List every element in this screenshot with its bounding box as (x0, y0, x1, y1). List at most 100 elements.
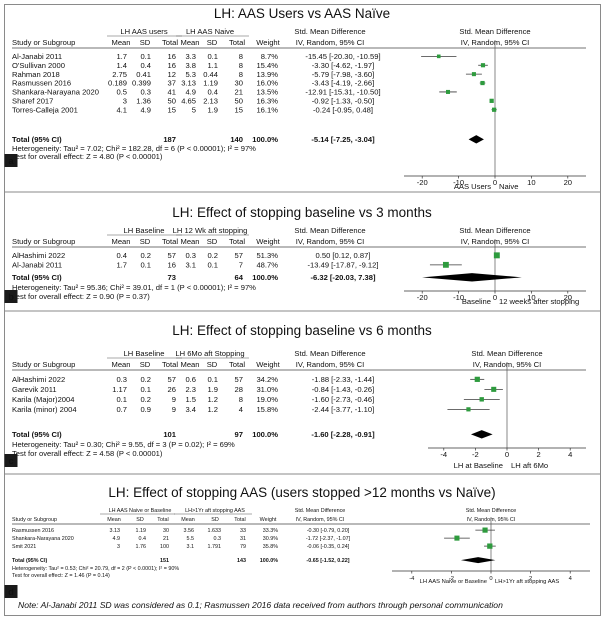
panel-label-letter: b (8, 292, 14, 303)
total1-sum: 73 (168, 273, 176, 282)
mean1-value: 2.75 (112, 70, 127, 79)
overall-effect-test: Test for overall effect: Z = 0.90 (P = 0… (12, 292, 150, 301)
study-name: Al-Janabi 2011 (12, 261, 62, 270)
mean2-value: 4.65 (181, 97, 196, 106)
col-sd2-header: SD (207, 38, 218, 47)
study-name: Karila (minor) 2004 (12, 405, 77, 414)
axis-left-label: AAS Users (454, 182, 491, 191)
study-row: AlHashimi 2022 0.3 0.2 57 0.6 0.1 57 34.2% -1.88… (12, 375, 485, 384)
study-estimate-square (474, 376, 480, 382)
total1-value: 100 (160, 544, 169, 550)
sd2-value: 1.9 (207, 105, 218, 114)
total1-value: 50 (168, 97, 176, 106)
plot-header: Std. Mean Difference (459, 27, 530, 36)
study-row: Torres-Calleja 2001 4.1 4.9 15 5 1.9 15 16.1% -0… (12, 105, 497, 114)
col-sd2-header: SD (207, 360, 218, 369)
plot-header: Std. Mean Difference (471, 349, 542, 358)
panel-label-letter: d (8, 587, 14, 598)
pooled-estimate-diamond (470, 430, 493, 439)
mean1-value: 0.7 (116, 405, 127, 414)
total1-value: 37 (168, 79, 176, 88)
ci-value: -2.44 [-3.77, -1.10] (312, 405, 374, 414)
ci-value: -3.43 [-4.19, -2.66] (312, 79, 374, 88)
mean1-value: 0.189 (108, 79, 127, 88)
total2-value: 50 (235, 97, 243, 106)
study-estimate-square (466, 407, 471, 412)
sd1-value: 0.2 (140, 375, 151, 384)
x-tick-label: 2 (536, 450, 540, 459)
total2-sum: 143 (237, 558, 246, 564)
total-weight: 100.0% (252, 430, 278, 439)
mean2-value: 3.56 (184, 528, 195, 534)
axis-left-label: LH at Baseline (454, 461, 503, 470)
effect-header: Std. Mean Difference (294, 27, 365, 36)
study-estimate-square (491, 386, 497, 392)
mean2-value: 3.1 (187, 544, 195, 550)
sd2-value: 0.4 (207, 88, 218, 97)
x-tick-label: 0 (489, 576, 492, 582)
mean2-value: 0.3 (185, 251, 196, 260)
total2-value: 4 (239, 405, 243, 414)
col-mean2-header: Mean (181, 38, 200, 47)
group1-header: LH Baseline (124, 349, 165, 358)
study-row: Garevik 2011 1.17 0.1 26 2.3 1.9 28 31.0% -0.84 … (12, 385, 503, 394)
sd1-value: 1.19 (136, 528, 147, 534)
ci-value: -13.49 [-17.87, -9.12] (308, 261, 379, 270)
study-name: Smit 2021 (12, 544, 36, 550)
mean1-value: 1.7 (116, 52, 127, 61)
sd2-value: 1.9 (207, 385, 218, 394)
effect-subheader: IV, Random, 95% CI (296, 517, 345, 523)
total1-value: 16 (168, 61, 176, 70)
weight-value: 30.9% (263, 536, 278, 542)
group2-header: LH 12 Wk aft stopping (173, 226, 248, 235)
heterogeneity-text: Heterogeneity: Tau² = 95.36; Chi² = 39.0… (12, 283, 256, 292)
study-name: Al-Janabi 2011 (12, 52, 62, 61)
col-total1-header: Total (162, 237, 178, 246)
sd2-value: 0.3 (214, 536, 222, 542)
weight-value: 16.0% (256, 79, 278, 88)
col-total1-header: Total (157, 517, 168, 523)
study-name: Rasmussen 2016 (12, 79, 71, 88)
total-ci-value: -5.14 [-7.25, -3.04] (311, 135, 375, 144)
total-weight: 100.0% (252, 273, 278, 282)
study-name: Karila (Major)2004 (12, 395, 74, 404)
total2-value: 8 (239, 395, 243, 404)
x-tick-label: 10 (527, 293, 535, 302)
study-name: Shankara-Narayana 2020 (12, 88, 99, 97)
sd1-value: 1.36 (136, 97, 151, 106)
weight-value: 13.5% (256, 88, 278, 97)
study-estimate-square (480, 80, 485, 86)
col-mean2-header: Mean (181, 237, 200, 246)
sd2-value: 0.1 (207, 52, 218, 61)
col-total1-header: Total (162, 38, 178, 47)
col-sd1-header: SD (140, 237, 151, 246)
study-row: Smit 2021 3 1.76 100 3.1 1.791 79 35.8% -0.06 [-… (12, 543, 496, 550)
study-row: Shankara-Narayana 2020 0.5 0.3 41 4.9 0.4 21 13… (12, 88, 457, 97)
effect-header: Std. Mean Difference (294, 349, 365, 358)
weight-value: 35.8% (263, 544, 278, 550)
sd1-value: 0.3 (140, 88, 151, 97)
total-label: Total (95% CI) (12, 273, 62, 282)
mean1-value: 1.4 (116, 61, 127, 70)
study-row: Sharef 2017 3 1.36 50 4.65 2.13 50 16.3% -0.92 [… (12, 97, 494, 106)
group1-header: LH AAS users (120, 27, 167, 36)
total1-value: 15 (168, 105, 176, 114)
effect-subheader: IV, Random, 95% CI (296, 237, 365, 246)
total-label: Total (95% CI) (12, 430, 62, 439)
sd2-value: 1.633 (208, 528, 222, 534)
mean2-value: 3.8 (185, 61, 196, 70)
x-tick-label: -20 (417, 178, 428, 187)
col-study-header: Study or Subgroup (12, 237, 75, 246)
weight-value: 51.3% (256, 251, 278, 260)
weight-value: 19.0% (256, 395, 278, 404)
mean1-value: 3 (117, 544, 120, 550)
study-row: Shankara-Narayana 2020 4.9 0.4 21 5.5 0.3 31 30… (12, 535, 470, 542)
study-row: Rasmussen 2016 3.13 1.19 30 3.56 1.633 33 33.3%… (12, 527, 495, 534)
pooled-estimate-diamond (468, 135, 484, 144)
study-estimate-square (471, 72, 476, 77)
sd1-value: 0.9 (140, 405, 151, 414)
sd1-value: 0.2 (140, 251, 151, 260)
study-row: O'Sullivan 2000 1.4 0.4 16 3.8 1.1 8 15.4% -3.30… (12, 61, 488, 70)
